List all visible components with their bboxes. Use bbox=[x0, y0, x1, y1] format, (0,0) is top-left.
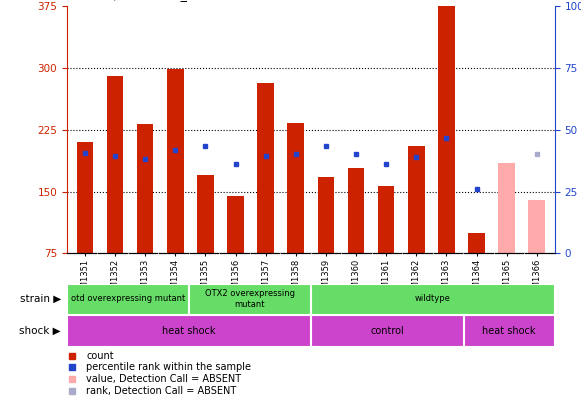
Bar bbox=[498, 163, 515, 253]
Text: value, Detection Call = ABSENT: value, Detection Call = ABSENT bbox=[87, 374, 242, 385]
Text: GDS23 / CG16787_at: GDS23 / CG16787_at bbox=[67, 0, 199, 1]
Text: percentile rank within the sample: percentile rank within the sample bbox=[87, 362, 252, 373]
Bar bbox=[318, 177, 334, 253]
Bar bbox=[197, 175, 214, 253]
Bar bbox=[288, 123, 304, 253]
Text: otd overexpressing mutant: otd overexpressing mutant bbox=[71, 295, 185, 303]
Bar bbox=[311, 284, 554, 314]
Bar bbox=[378, 186, 394, 253]
Text: control: control bbox=[370, 326, 404, 336]
Text: shock ▶: shock ▶ bbox=[19, 326, 61, 336]
Text: rank, Detection Call = ABSENT: rank, Detection Call = ABSENT bbox=[87, 386, 236, 396]
Bar bbox=[67, 316, 310, 346]
Bar bbox=[311, 316, 463, 346]
Bar bbox=[167, 69, 184, 253]
Bar bbox=[468, 233, 485, 253]
Text: heat shock: heat shock bbox=[162, 326, 216, 336]
Bar bbox=[189, 284, 310, 314]
Bar bbox=[77, 142, 93, 253]
Bar bbox=[348, 168, 364, 253]
Bar bbox=[438, 6, 455, 253]
Bar bbox=[107, 76, 123, 253]
Text: heat shock: heat shock bbox=[482, 326, 536, 336]
Bar bbox=[137, 124, 153, 253]
Text: count: count bbox=[87, 350, 114, 361]
Bar bbox=[67, 284, 188, 314]
Bar bbox=[257, 83, 274, 253]
Bar bbox=[408, 146, 425, 253]
Text: OTX2 overexpressing
mutant: OTX2 overexpressing mutant bbox=[205, 289, 295, 308]
Text: wildtype: wildtype bbox=[415, 295, 451, 303]
Bar bbox=[227, 196, 244, 253]
Bar bbox=[464, 316, 554, 346]
Text: strain ▶: strain ▶ bbox=[20, 294, 61, 304]
Bar bbox=[529, 200, 545, 253]
